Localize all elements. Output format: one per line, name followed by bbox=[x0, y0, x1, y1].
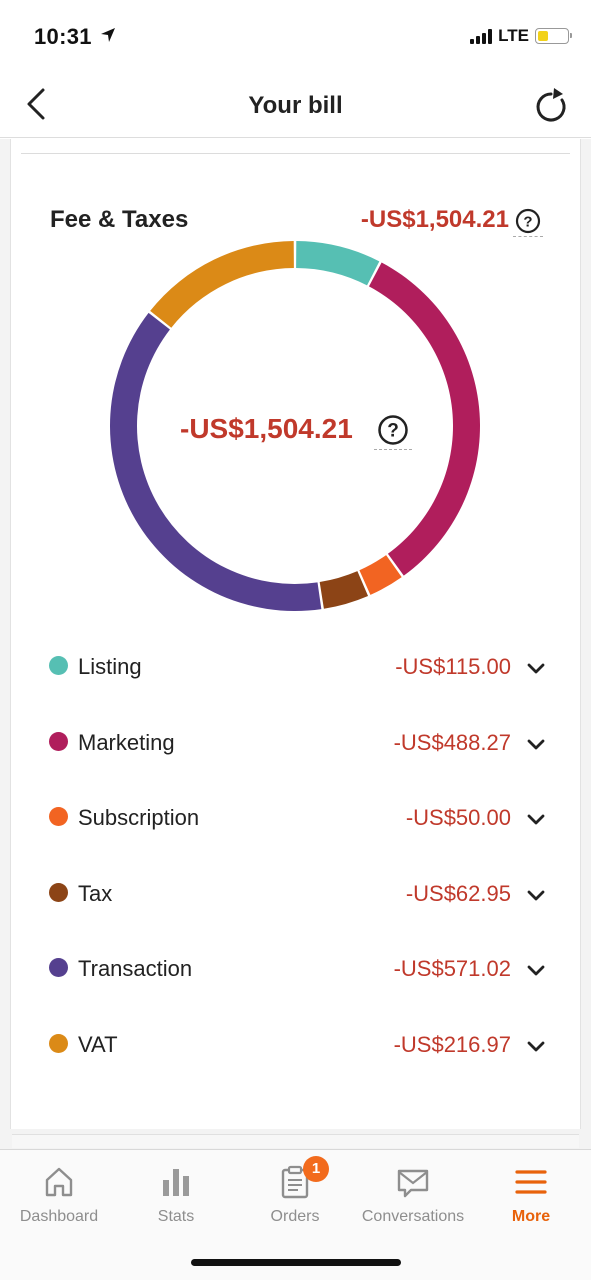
help-icon[interactable]: ? bbox=[377, 414, 409, 446]
battery-icon bbox=[535, 28, 572, 44]
chevron-down-icon[interactable] bbox=[526, 738, 546, 752]
fee-amount: -US$50.00 bbox=[405, 805, 511, 830]
donut-slice-marketing[interactable] bbox=[368, 262, 480, 576]
next-card-edge bbox=[12, 1134, 579, 1148]
donut-slice-tax[interactable] bbox=[319, 571, 369, 609]
fee-amount: -US$571.02 bbox=[393, 956, 511, 981]
chevron-left-icon[interactable] bbox=[22, 86, 52, 122]
location-arrow-icon bbox=[101, 28, 115, 42]
fee-amount: -US$62.95 bbox=[405, 880, 511, 906]
status-time: 10:31 bbox=[34, 24, 92, 49]
chevron-down-icon[interactable] bbox=[526, 813, 546, 827]
tab-stats[interactable]: Stats bbox=[131, 1150, 221, 1240]
nav-bar: Your bill bbox=[0, 72, 591, 138]
battery-level bbox=[538, 31, 548, 41]
legend-dot bbox=[49, 958, 68, 977]
notification-badge: 1 bbox=[303, 1156, 329, 1182]
tab-more[interactable]: More bbox=[486, 1150, 576, 1240]
tab-label: Orders bbox=[270, 1208, 320, 1225]
fee-donut-chart bbox=[110, 241, 480, 611]
chevron-down-icon[interactable] bbox=[526, 662, 546, 676]
fee-label: Transaction bbox=[78, 956, 193, 981]
envelope-icon bbox=[395, 1164, 431, 1200]
donut-slice-vat[interactable] bbox=[150, 241, 294, 328]
fee-amount: -US$488.27 bbox=[393, 729, 511, 755]
section-total: -US$1,504.21 bbox=[360, 206, 509, 233]
signal-icon bbox=[470, 28, 493, 44]
chevron-down-icon[interactable] bbox=[526, 964, 546, 978]
network-type: LTE bbox=[498, 26, 529, 45]
tab-label: Stats bbox=[157, 1208, 195, 1225]
status-indicators: LTE bbox=[470, 26, 572, 46]
tab-orders[interactable]: Orders 1 bbox=[250, 1150, 340, 1240]
donut-slice-listing[interactable] bbox=[296, 241, 380, 286]
menu-icon bbox=[513, 1164, 549, 1200]
donut-center-total: -US$1,504.21 bbox=[180, 413, 353, 444]
fee-row-listing[interactable]: Listing -US$115.00 bbox=[0, 642, 591, 692]
tab-label: Conversations bbox=[361, 1208, 465, 1225]
divider bbox=[21, 153, 570, 154]
status-bar: 10:31 LTE bbox=[0, 0, 591, 72]
bill-card bbox=[10, 139, 581, 1129]
fee-row-tax[interactable]: Tax -US$62.95 bbox=[0, 869, 591, 919]
home-icon bbox=[41, 1164, 77, 1200]
legend-dot bbox=[49, 1033, 68, 1053]
fee-row-subscription[interactable]: Subscription -US$50.00 bbox=[0, 793, 591, 843]
donut-slice-transaction[interactable] bbox=[110, 312, 322, 611]
fee-amount: -US$216.97 bbox=[393, 1031, 511, 1057]
tab-label: Dashboard bbox=[19, 1208, 99, 1225]
tab-dashboard[interactable]: Dashboard bbox=[4, 1150, 114, 1240]
fee-label: Marketing bbox=[78, 729, 175, 755]
tooltip-underline bbox=[513, 236, 543, 237]
help-icon[interactable]: ? bbox=[515, 208, 541, 234]
tab-bar: Dashboard Stats Orders 1 Conversations More bbox=[0, 1149, 591, 1280]
legend-dot bbox=[49, 807, 68, 826]
page-title: Your bill bbox=[248, 92, 343, 119]
chevron-down-icon[interactable] bbox=[526, 889, 546, 903]
legend-dot bbox=[49, 731, 68, 751]
fee-label: Listing bbox=[78, 654, 142, 679]
legend-dot bbox=[49, 882, 68, 902]
clipboard-icon bbox=[277, 1164, 313, 1200]
refresh-icon[interactable] bbox=[533, 86, 569, 124]
fee-label: Tax bbox=[78, 880, 113, 906]
bar-chart-icon bbox=[158, 1164, 194, 1200]
tab-conversations[interactable]: Conversations bbox=[353, 1150, 473, 1240]
fee-row-transaction[interactable]: Transaction -US$571.02 bbox=[0, 944, 591, 994]
fee-row-marketing[interactable]: Marketing -US$488.27 bbox=[0, 718, 591, 768]
fee-row-vat[interactable]: VAT -US$216.97 bbox=[0, 1020, 591, 1070]
legend-dot bbox=[49, 656, 68, 675]
fee-label: Subscription bbox=[78, 805, 200, 830]
donut-slice-subscription[interactable] bbox=[359, 555, 402, 595]
tooltip-underline bbox=[374, 449, 412, 450]
chevron-down-icon[interactable] bbox=[526, 1040, 546, 1054]
fee-label: VAT bbox=[78, 1031, 118, 1057]
svg-text:?: ? bbox=[523, 214, 532, 231]
section-title: Fee & Taxes bbox=[50, 206, 189, 233]
svg-text:?: ? bbox=[387, 421, 399, 442]
home-indicator bbox=[191, 1259, 401, 1266]
tab-label: More bbox=[511, 1208, 551, 1225]
fee-amount: -US$115.00 bbox=[395, 654, 511, 679]
